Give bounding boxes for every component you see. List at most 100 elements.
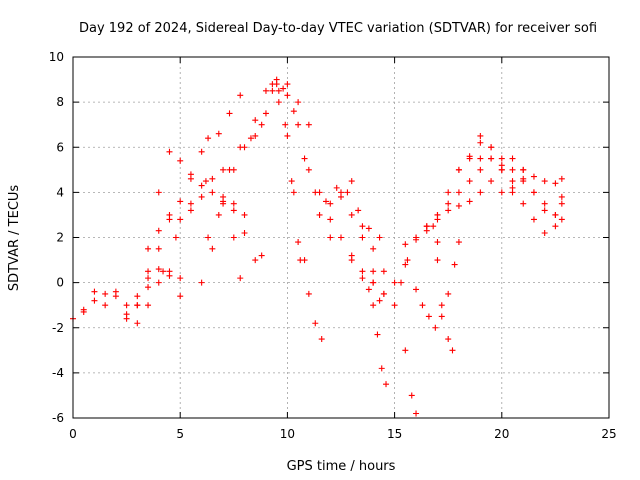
data-point	[177, 293, 184, 300]
y-tick-label: 4	[56, 185, 64, 199]
data-point	[477, 139, 484, 146]
data-point	[434, 211, 441, 218]
data-point	[498, 166, 505, 173]
data-point	[237, 92, 244, 99]
data-point	[295, 99, 302, 106]
x-tick-label: 25	[601, 427, 616, 441]
series-4	[134, 166, 265, 309]
data-point	[413, 286, 420, 293]
data-point	[404, 257, 411, 264]
data-point	[155, 245, 162, 252]
data-point	[198, 182, 205, 189]
series-11	[275, 87, 308, 264]
data-point	[380, 290, 387, 297]
data-point	[327, 200, 334, 207]
data-point	[301, 257, 308, 264]
data-point	[226, 166, 233, 173]
series-14	[348, 223, 441, 297]
series-6	[160, 178, 244, 282]
data-point	[305, 166, 312, 173]
data-point	[312, 320, 319, 327]
y-tick-label: 10	[49, 50, 64, 64]
data-point	[145, 268, 152, 275]
y-tick-label: -4	[52, 366, 64, 380]
data-point	[284, 92, 291, 99]
data-point	[552, 223, 559, 230]
data-point	[348, 257, 355, 264]
data-point	[530, 189, 537, 196]
y-tick-label: -2	[52, 321, 64, 335]
data-point	[220, 166, 227, 173]
data-point	[252, 117, 259, 124]
data-point	[230, 200, 237, 207]
data-point	[177, 157, 184, 164]
data-point	[282, 121, 289, 128]
data-point	[402, 241, 409, 248]
data-point	[247, 135, 254, 142]
data-point	[383, 381, 390, 388]
data-point	[284, 81, 291, 88]
data-point	[541, 178, 548, 185]
data-point	[327, 216, 334, 223]
data-point	[262, 110, 269, 117]
data-point	[477, 166, 484, 173]
series-21	[455, 139, 565, 230]
data-point	[509, 155, 516, 162]
data-point	[145, 302, 152, 309]
data-point	[552, 211, 559, 218]
data-point	[477, 189, 484, 196]
data-point	[419, 302, 426, 309]
data-point	[102, 290, 109, 297]
x-axis-label: GPS time / hours	[287, 459, 396, 474]
data-point	[509, 166, 516, 173]
data-point	[530, 216, 537, 223]
data-point	[209, 189, 216, 196]
series-3	[123, 148, 248, 322]
data-point	[438, 313, 445, 320]
data-point	[301, 155, 308, 162]
data-point	[220, 200, 227, 207]
data-point	[198, 148, 205, 155]
data-point	[391, 279, 398, 286]
data-point	[445, 290, 452, 297]
data-point	[269, 87, 276, 94]
data-point	[91, 288, 98, 295]
data-point	[466, 198, 473, 205]
data-point	[488, 155, 495, 162]
data-point	[376, 297, 383, 304]
data-point	[80, 306, 87, 313]
data-point	[423, 227, 430, 234]
data-point	[434, 257, 441, 264]
data-point	[359, 268, 366, 275]
data-point	[205, 234, 212, 241]
data-point	[434, 239, 441, 246]
grid-lines	[73, 57, 609, 418]
data-point	[333, 184, 340, 191]
data-point	[530, 173, 537, 180]
data-point	[155, 227, 162, 234]
data-point	[348, 211, 355, 218]
data-point	[338, 234, 344, 241]
series-15	[370, 245, 420, 417]
data-point	[445, 200, 452, 207]
data-point	[241, 229, 248, 236]
series-22	[477, 155, 565, 236]
y-tick-labels: -6 -4 -2 0 2 4 6 8 10	[49, 50, 64, 425]
data-point	[430, 223, 437, 230]
data-point	[155, 279, 162, 286]
data-point	[177, 198, 184, 205]
series-19	[430, 223, 456, 354]
data-point	[295, 239, 302, 246]
data-point	[402, 347, 409, 354]
data-point	[365, 225, 372, 232]
data-point	[355, 207, 362, 214]
data-point	[370, 302, 377, 309]
x-tick-label: 20	[494, 427, 509, 441]
data-point	[498, 189, 505, 196]
x-tick-label: 10	[280, 427, 295, 441]
data-point	[258, 121, 265, 128]
series-17	[402, 155, 565, 248]
data-point	[558, 193, 565, 200]
y-tick-label: -6	[52, 411, 64, 425]
data-point	[558, 200, 565, 207]
